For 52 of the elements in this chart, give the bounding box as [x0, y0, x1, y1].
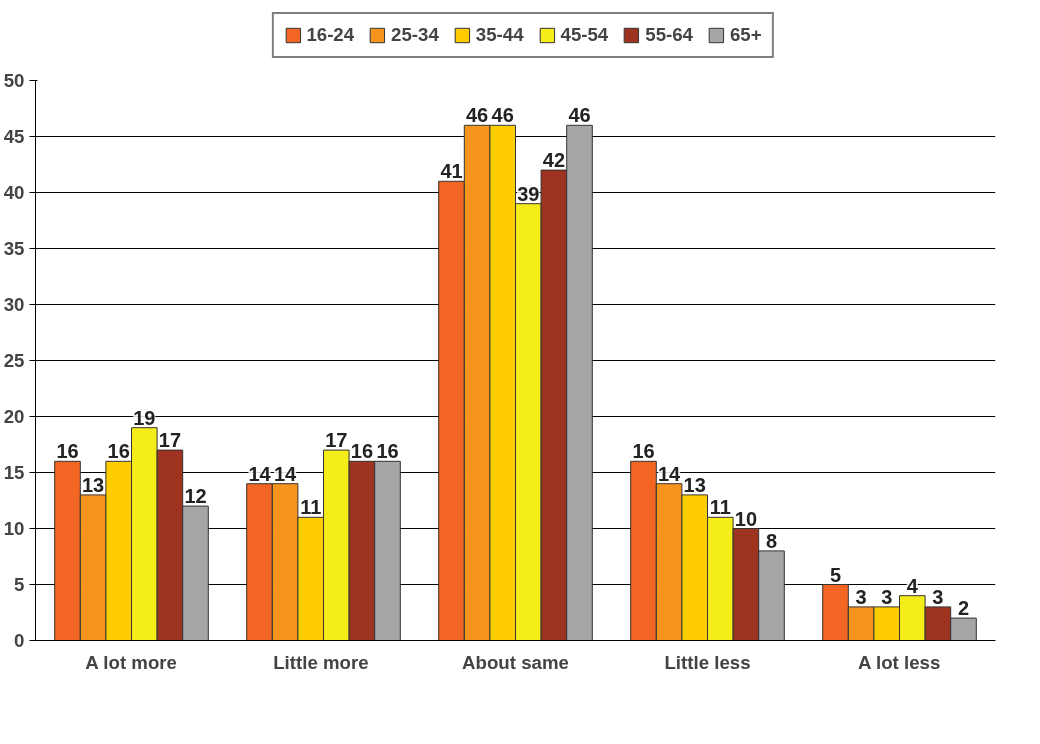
legend-label: 55-64: [645, 24, 693, 46]
data-label: 14: [273, 462, 298, 485]
data-label: 16: [56, 440, 79, 463]
data-label: 3: [881, 585, 893, 608]
data-label: 17: [158, 429, 182, 452]
y-tick-label: 15: [3, 462, 25, 483]
y-tick-label: 10: [3, 518, 25, 539]
data-label: 3: [855, 585, 867, 608]
data-label: 3: [932, 585, 944, 608]
legend-label: 25-34: [391, 24, 439, 46]
x-tick-label: A lot more: [85, 651, 177, 673]
data-label: 16: [107, 440, 130, 463]
x-tick-label: A lot less: [858, 651, 941, 673]
data-label: 17: [325, 429, 348, 452]
data-label: 41: [440, 160, 463, 183]
y-tick-label: 50: [3, 70, 25, 91]
data-label: 2: [957, 597, 970, 620]
data-label: 11: [300, 496, 322, 519]
data-label: 13: [683, 473, 706, 496]
data-label: 19: [133, 406, 156, 429]
data-label: 16: [376, 440, 399, 463]
data-label: 13: [81, 473, 105, 496]
data-label: 12: [184, 485, 207, 508]
data-label: 46: [568, 104, 591, 127]
y-tick-label: 25: [3, 350, 25, 371]
data-label: 46: [465, 104, 489, 127]
y-tick-label: 30: [3, 294, 25, 315]
data-label: 10: [734, 507, 758, 530]
y-tick-label: 20: [3, 406, 25, 427]
legend-label: 65+: [729, 24, 762, 46]
data-label: 8: [765, 529, 778, 552]
data-label: 39: [517, 182, 540, 205]
data-label: 16: [632, 440, 655, 463]
y-tick-label: 35: [3, 238, 25, 259]
data-label: 46: [491, 104, 514, 127]
legend-label: 45-54: [560, 24, 609, 46]
data-label: 16: [350, 440, 374, 463]
x-tick-label: About same: [462, 651, 569, 673]
data-label: 14: [248, 462, 272, 485]
legend-label: 35-44: [475, 24, 524, 46]
y-tick-label: 40: [3, 182, 25, 203]
legend-label: 16-24: [306, 24, 355, 46]
y-tick-label: 5: [14, 574, 25, 595]
y-tick-label: 0: [14, 630, 25, 651]
x-tick-label: Little more: [273, 651, 369, 673]
y-tick-label: 45: [3, 126, 25, 147]
data-label: 4: [906, 574, 919, 597]
data-label: 42: [542, 149, 566, 172]
data-label: 5: [829, 563, 842, 586]
data-label: 14: [657, 462, 682, 485]
x-tick-label: Little less: [664, 651, 751, 673]
data-label: 11: [709, 496, 731, 519]
